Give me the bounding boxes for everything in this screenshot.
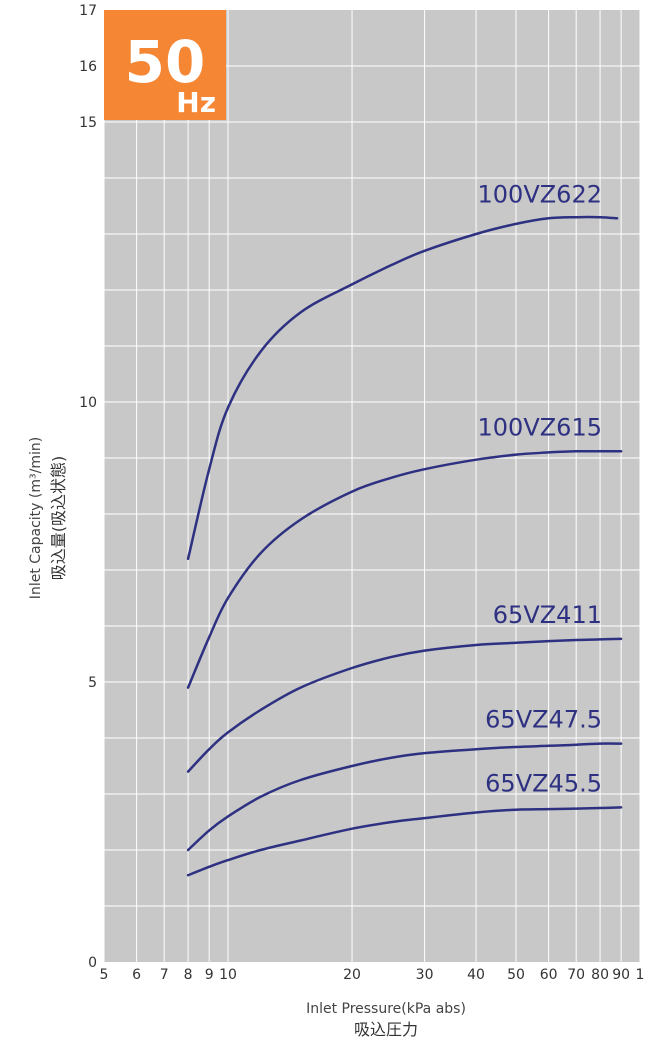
series-line-100vz615 (186, 449, 623, 689)
x-tick-label: 6 (132, 967, 141, 983)
x-axis-label: Inlet Pressure(kPa abs) (306, 1001, 466, 1017)
frequency-badge: 50 Hz (104, 10, 226, 120)
x-tick-label: 80 (591, 967, 609, 983)
y-tick-label: 10 (79, 395, 97, 411)
series-label-65vz45-5: 65VZ45.5 (485, 769, 602, 797)
x-tick-label: 5 (100, 967, 109, 983)
series-lines (186, 215, 623, 877)
y-axis-ticks: 0 5 10 15 16 17 (79, 3, 97, 971)
badge-background (104, 10, 226, 120)
y-axis-label-jp: 吸込量(吸込状態) (49, 456, 68, 581)
x-tick-label: 70 (567, 967, 585, 983)
y-tick-label: 5 (88, 675, 97, 691)
x-tick-label: 7 (160, 967, 169, 983)
y-tick-label: 0 (88, 955, 97, 971)
series-label-65vz411: 65VZ411 (493, 601, 602, 629)
x-tick-label: 9 (205, 967, 214, 983)
x-tick-label: 30 (416, 967, 434, 983)
x-tick-label: 8 (184, 967, 193, 983)
y-tick-label: 15 (79, 115, 97, 131)
series-line-65vz45-5 (186, 806, 623, 877)
series-line-100vz622 (186, 215, 619, 561)
series-label-100vz622: 100VZ622 (478, 180, 602, 208)
plot-area (104, 10, 640, 962)
badge-frequency-value: 50 (125, 28, 206, 96)
series-line-65vz47-5 (186, 742, 623, 852)
x-tick-label: 60 (540, 967, 558, 983)
x-tick-label: 50 (507, 967, 525, 983)
y-tick-label: 16 (79, 59, 97, 75)
series-label-65vz47-5: 65VZ47.5 (485, 706, 602, 734)
series-label-100vz615: 100VZ615 (478, 413, 602, 441)
series-labels: 100VZ622 100VZ615 65VZ411 65VZ47.5 65VZ45.5 (478, 180, 602, 797)
x-tick-label: 40 (467, 967, 485, 983)
y-axis-label: Inlet Capacity (m³/min) (28, 437, 44, 599)
x-tick-label: 10 (219, 967, 237, 983)
x-tick-label: 90 (612, 967, 630, 983)
badge-frequency-unit: Hz (176, 86, 216, 119)
x-tick-label: 1 (636, 967, 645, 983)
x-axis-label-jp: 吸込圧力 (354, 1020, 418, 1039)
x-axis-ticks: 5 6 7 8 9 10 20 30 40 50 60 70 80 90 1 (100, 967, 645, 983)
x-tick-label: 20 (343, 967, 361, 983)
y-tick-label: 17 (79, 3, 97, 19)
series-line-65vz411 (186, 637, 623, 773)
grid-lines (103, 10, 641, 962)
